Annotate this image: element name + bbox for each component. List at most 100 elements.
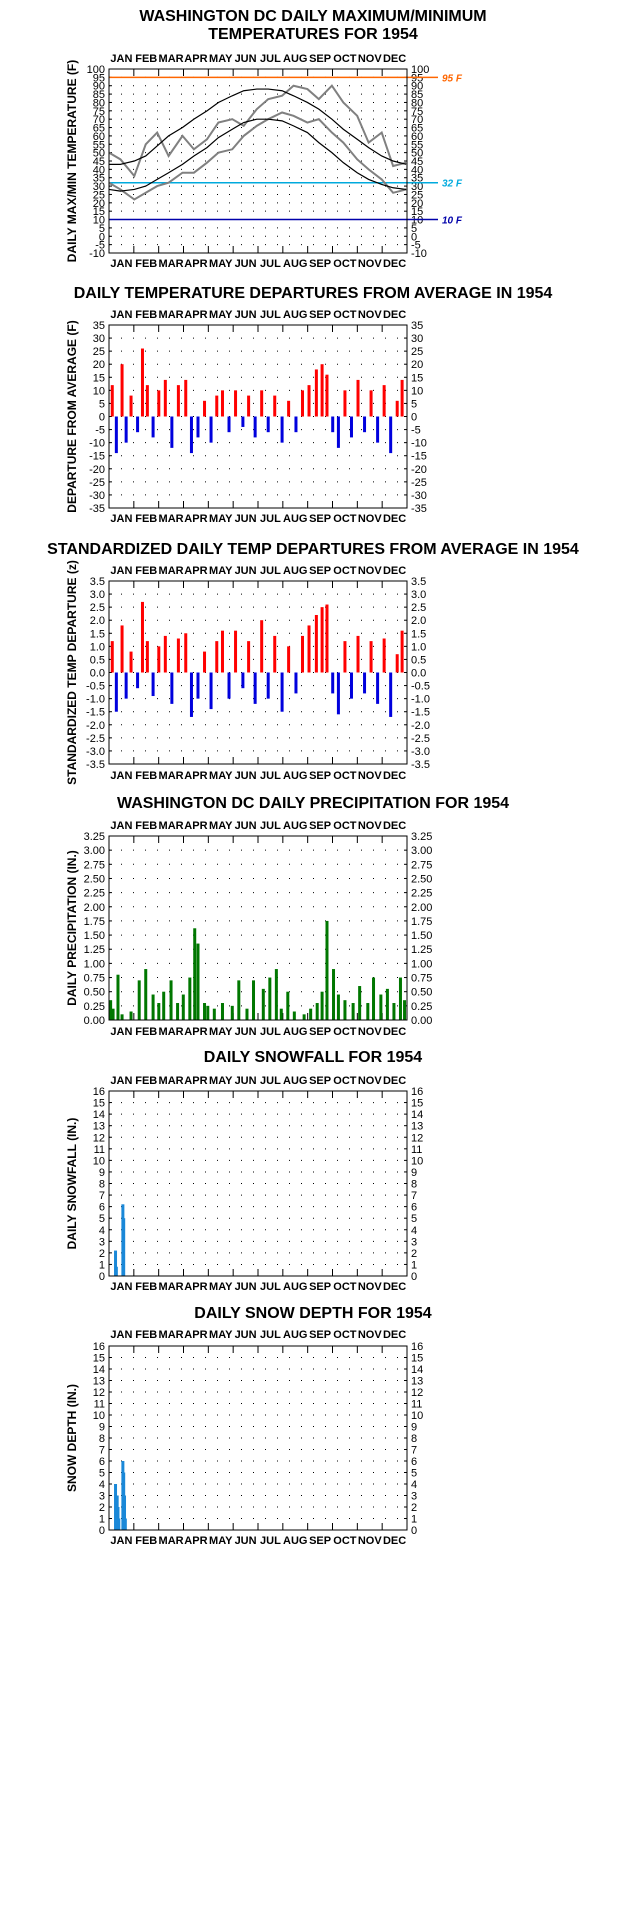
y-tick-label: 14 — [411, 1364, 423, 1376]
chart-6: DAILY SNOW DEPTH FOR 1954 SNOW DEPTH (IN.… — [65, 1305, 432, 1547]
bar — [260, 620, 264, 673]
y-tick-label: -5 — [95, 240, 105, 252]
y-tick-label: 1.5 — [90, 628, 105, 640]
bar — [176, 638, 180, 673]
bar — [320, 991, 324, 1020]
bar — [144, 969, 148, 1020]
bar — [114, 1266, 118, 1276]
bar — [120, 625, 124, 673]
y-tick-label: 7 — [411, 1190, 417, 1202]
y-tick-label: 90 — [93, 81, 105, 93]
bar — [349, 672, 353, 699]
month-label-bottom: JUN — [235, 770, 257, 782]
bar — [140, 601, 144, 673]
month-label-bottom: SEP — [309, 770, 331, 782]
bar — [403, 1000, 407, 1020]
month-label-top: JUL — [260, 1075, 281, 1087]
y-tick-label: 6 — [411, 1202, 417, 1214]
month-label-bottom: JUN — [235, 1026, 257, 1038]
bar — [398, 977, 402, 1020]
month-label-bottom: SEP — [309, 1026, 331, 1038]
month-label-bottom: NOV — [358, 1026, 383, 1038]
bar — [268, 977, 272, 1020]
y-tick-label: 95 — [411, 72, 423, 84]
bar — [287, 400, 291, 417]
bar — [307, 385, 311, 417]
bar — [234, 630, 238, 673]
y-axis-label: DAILY PRECIPITATION (IN.) — [65, 850, 79, 1006]
bar — [124, 672, 128, 699]
y-tick-label: 30 — [411, 181, 423, 193]
y-axis-label: DEPARTURE FROM AVERAGE (F) — [65, 320, 79, 512]
y-tick-label: 7 — [99, 1445, 105, 1457]
y-tick-label: 35 — [411, 173, 423, 185]
bar — [247, 395, 251, 417]
y-tick-label: 1.25 — [84, 944, 105, 956]
month-label-bottom: MAY — [209, 770, 233, 782]
month-label-bottom: OCT — [333, 770, 357, 782]
y-tick-label: 3.00 — [84, 845, 105, 857]
y-tick-label: 14 — [411, 1109, 423, 1121]
month-label-top: FEB — [135, 1075, 157, 1087]
bar — [294, 416, 298, 433]
y-tick-label: 1.50 — [84, 930, 105, 942]
y-tick-label: 11 — [411, 1399, 422, 1411]
y-tick-label: 0.25 — [411, 1001, 432, 1013]
bar — [314, 369, 318, 417]
bar — [260, 390, 264, 417]
y-tick-label: 1 — [99, 1514, 105, 1526]
y-tick-label: -5 — [411, 425, 421, 437]
bar — [193, 928, 197, 1020]
y-tick-label: 8 — [99, 1433, 105, 1445]
y-tick-label: 0.5 — [90, 654, 105, 666]
series-min — [108, 111, 407, 201]
month-label-top: APR — [184, 1329, 207, 1341]
month-label-bottom: SEP — [309, 1281, 331, 1293]
y-tick-label: -3.0 — [86, 746, 105, 758]
bar — [136, 416, 140, 433]
bar — [253, 416, 257, 438]
bar — [309, 1008, 313, 1020]
bar — [184, 633, 188, 673]
bar — [382, 638, 386, 673]
y-tick-label: 5 — [99, 223, 105, 235]
y-tick-label: 50 — [93, 148, 105, 160]
month-label-top: AUG — [283, 309, 307, 321]
y-tick-label: 70 — [411, 114, 423, 126]
y-tick-label: 15 — [93, 1353, 105, 1365]
month-label-top: JUN — [235, 53, 257, 65]
y-tick-label: 10 — [411, 215, 423, 227]
bar — [203, 400, 207, 417]
bar — [287, 646, 291, 673]
chart-title: DAILY SNOWFALL FOR 1954 — [204, 1049, 423, 1066]
y-tick-label: 3 — [99, 1491, 105, 1503]
y-tick-label: 2.00 — [411, 902, 432, 914]
y-axis-label: DAILY SNOWFALL (IN.) — [65, 1118, 79, 1250]
bar — [273, 395, 277, 417]
bar — [203, 1003, 207, 1020]
bar — [145, 385, 149, 417]
y-tick-label: -2.5 — [86, 733, 105, 745]
bar — [129, 1011, 133, 1020]
plot-frame — [108, 1345, 408, 1531]
y-tick-label: -1.5 — [411, 707, 430, 719]
bar — [379, 994, 383, 1020]
reference-label: 32 F — [442, 179, 463, 190]
month-label-bottom: DEC — [383, 1535, 406, 1547]
bar — [332, 969, 336, 1020]
y-tick-label: 80 — [411, 97, 423, 109]
bar — [157, 390, 161, 417]
month-label-bottom: DEC — [383, 258, 406, 270]
y-tick-label: 3.25 — [84, 831, 105, 843]
month-label-top: AUG — [283, 565, 307, 577]
month-label-top: FEB — [135, 820, 157, 832]
y-tick-label: 0.50 — [411, 987, 432, 999]
month-label-top: AUG — [283, 1329, 307, 1341]
bar — [145, 641, 149, 673]
y-tick-label: 2.5 — [411, 602, 426, 614]
y-tick-label: 20 — [411, 359, 423, 371]
month-label-top: NOV — [358, 1329, 383, 1341]
y-tick-label: -0.5 — [86, 681, 105, 693]
y-tick-label: 55 — [93, 139, 105, 151]
y-tick-label: 11 — [94, 1144, 105, 1156]
